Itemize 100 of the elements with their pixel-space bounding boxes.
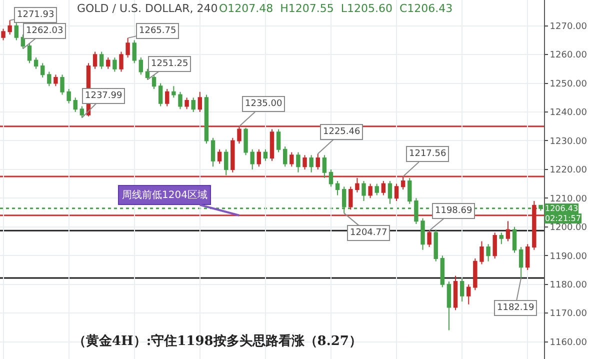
candlestick: [381, 180, 386, 196]
candlestick: [99, 51, 104, 70]
candlestick: [191, 97, 196, 113]
candlestick: [178, 91, 182, 110]
candlestick: [296, 152, 300, 173]
candlestick: [92, 51, 98, 70]
candlestick: [408, 178, 412, 204]
candlestick: [512, 226, 517, 254]
candlestick: [440, 255, 445, 288]
y-tick-label: 1250.00: [550, 79, 588, 90]
candlestick: [224, 148, 228, 176]
candlestick: [119, 51, 124, 72]
annotation: 1265.75: [139, 26, 176, 36]
candlestick: [328, 168, 334, 188]
annotation: GOLD / U.S. DOLLAR, 240: [77, 2, 218, 15]
candlestick: [145, 68, 150, 80]
candlestick: [184, 97, 189, 110]
candlestick: [518, 246, 524, 279]
candlestick: [152, 74, 156, 90]
candlestick: [132, 40, 136, 64]
annotation: 1235.00: [245, 99, 282, 109]
candlestick: [250, 148, 254, 170]
candlestick: [126, 38, 130, 58]
candlestick: [47, 71, 52, 87]
candlestick: [348, 186, 353, 210]
candlestick: [322, 154, 327, 179]
candlestick: [400, 176, 406, 190]
candlestick: [492, 232, 497, 259]
y-tick-label: 1270.00: [550, 22, 588, 32]
ref-line-label: 周线前低1204区域: [122, 189, 208, 201]
candlestick: [263, 148, 268, 162]
candlestick: [283, 146, 288, 168]
annotation: 1198.69: [435, 206, 472, 216]
y-tick-label: 1180.00: [550, 280, 588, 290]
candlestick: [244, 127, 248, 156]
annotation: 1271.93: [17, 10, 54, 20]
y-tick-label: 1260.00: [550, 50, 588, 61]
candlestick: [158, 82, 163, 107]
candlestick: [172, 86, 176, 98]
candlestick: [368, 183, 372, 199]
candlestick: [66, 88, 71, 104]
candlestick: [210, 137, 216, 168]
candlestick: [27, 42, 32, 64]
candlestick: [466, 284, 471, 305]
y-tick-label: 1240.00: [550, 108, 588, 118]
y-tick-label: 1230.00: [550, 136, 588, 147]
candlestick: [40, 62, 45, 78]
candlestick: [486, 244, 490, 262]
ref-line-label: 1206.43: [545, 204, 578, 213]
annotation: 1182.19: [497, 303, 534, 313]
candlestick: [526, 244, 530, 270]
candlestick: [204, 94, 209, 144]
annotation: O1207.48 H1207.55 L1205.60 C1206.43: [219, 2, 453, 15]
candlestick: [460, 278, 464, 302]
candlestick: [138, 56, 144, 76]
candlestick: [480, 240, 484, 265]
candlestick: [532, 200, 536, 250]
candlestick: [1, 28, 6, 41]
candlestick: [446, 280, 452, 331]
candlestick: [276, 128, 281, 153]
annotation: 1204.77: [350, 228, 388, 238]
candlestick: [388, 180, 392, 204]
candlestick: [60, 74, 64, 96]
candlestick: [499, 232, 504, 245]
candlestick: [14, 22, 18, 41]
candlestick: [80, 106, 84, 118]
candlestick: [434, 229, 438, 262]
text: 02:21:57: [545, 214, 581, 223]
candlestick: [453, 275, 458, 311]
candlestick: [427, 230, 432, 248]
candlestick: [34, 56, 38, 70]
candlestick: [309, 154, 314, 173]
candlestick: [112, 56, 117, 72]
candlestick: [374, 183, 379, 196]
candlestick: [230, 137, 235, 173]
candlestick: [290, 152, 294, 168]
candlestick: [198, 91, 202, 113]
candlestick: [394, 183, 399, 202]
candlestick: [302, 154, 307, 170]
candlestick: [73, 97, 78, 113]
annotation: （黄金4H）:守住1198按多头思路看涨（8.27）: [73, 333, 362, 349]
candlestick: [316, 153, 320, 170]
candlestick: [420, 218, 425, 250]
annotation: 1262.03: [26, 26, 64, 36]
annotation: 1225.46: [323, 127, 360, 137]
candlestick: [237, 126, 242, 144]
candlestick: [335, 180, 340, 196]
y-tick-label: 1210.00: [550, 194, 588, 204]
candlestick: [256, 148, 261, 168]
candlestick: [506, 220, 510, 242]
y-tick-label: 1160.00: [550, 338, 588, 348]
annotation: 1237.99: [85, 91, 122, 101]
candlestick: [473, 258, 478, 291]
annotation: 1217.56: [409, 149, 446, 159]
candlestick: [217, 148, 222, 164]
candlestick: [362, 180, 366, 202]
candlestick: [355, 178, 360, 193]
y-tick-label: 1170.00: [550, 309, 588, 320]
candlestick: [165, 88, 170, 107]
y-tick-label: 1190.00: [550, 252, 588, 262]
